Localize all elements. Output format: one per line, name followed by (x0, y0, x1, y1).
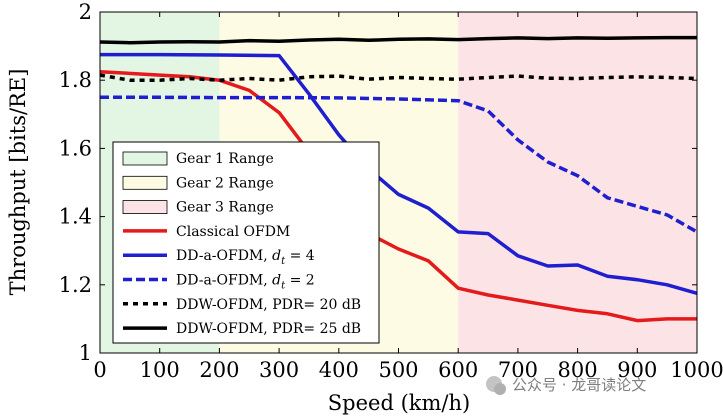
x-ticks: 0 100 200 300 400 500 600 700 800 900 1000 (93, 12, 723, 382)
x-tick-label: 500 (378, 358, 418, 382)
y-tick-label: 1.8 (59, 68, 92, 92)
series-line-ddw-ofdm-pdr-20-db (99, 73, 698, 82)
region-gear-3-range (458, 12, 697, 353)
series-line-dd-a-ofdm-d-t-4 (100, 52, 698, 295)
x-tick-label: 100 (140, 358, 180, 382)
y-tick-label: 1.6 (59, 136, 92, 160)
watermark-text: 公众号 · 龙哥读论文 (512, 376, 646, 394)
x-tick-label: 900 (617, 358, 657, 382)
legend: Gear 1 Range Gear 2 Range Gear 3 Range Clas… (112, 141, 380, 344)
y-tick-label: 1.2 (59, 273, 92, 297)
legend-swatch-gear-1-range (122, 151, 168, 166)
legend-label-dd-a-ofdm-d-t-4: DD-a-OFDM, dt = 4 (176, 248, 315, 267)
watermark: 公众号 · 龙哥读论文 (486, 376, 646, 395)
legend-box (112, 141, 380, 344)
legend-label-dd-a-ofdm-d-t-2: DD-a-OFDM, dt = 2 (176, 273, 315, 292)
legend-swatch-gear-3-range (122, 200, 168, 215)
legend-label-ddw-ofdm-pdr-20-db: DDW-OFDM, PDR= 20 dB (176, 297, 361, 313)
x-axis-label: Speed (km/h) (328, 391, 470, 415)
x-tick-label: 300 (259, 358, 299, 382)
x-tick-label: 1000 (670, 358, 723, 382)
series-line-ddw-ofdm-pdr-25-db (99, 35, 697, 45)
legend-label-gear-2-range: Gear 2 Range (176, 175, 274, 191)
legend-label-gear-1-range: Gear 1 Range (176, 151, 274, 167)
y-tick-label: 1 (79, 341, 92, 365)
series-line-classical-ofdm (99, 69, 697, 323)
legend-label-gear-3-range: Gear 3 Range (176, 200, 274, 216)
y-axis-label: Throughput [bits/RE] (6, 69, 30, 296)
y-tick-label: 1.4 (59, 205, 92, 229)
x-tick-label: 400 (319, 358, 359, 382)
legend-label-ddw-ofdm-pdr-25-db: DDW-OFDM, PDR= 25 dB (176, 321, 361, 337)
x-tick-label: 0 (93, 358, 106, 382)
wechat-icon-bubble (494, 383, 506, 395)
legend-label-classical-ofdm: Classical OFDM (176, 224, 290, 240)
y-ticks: 1 1.2 1.4 1.6 1.8 2 (59, 0, 697, 365)
x-tick-label: 800 (558, 358, 598, 382)
x-tick-label: 600 (438, 358, 478, 382)
legend-swatch-gear-2-range (122, 175, 168, 190)
series-line-dd-a-ofdm-d-t-2 (100, 95, 698, 234)
x-tick-label: 700 (498, 358, 538, 382)
x-tick-label: 200 (199, 358, 239, 382)
series-lines (99, 35, 698, 323)
y-tick-label: 2 (79, 0, 92, 24)
